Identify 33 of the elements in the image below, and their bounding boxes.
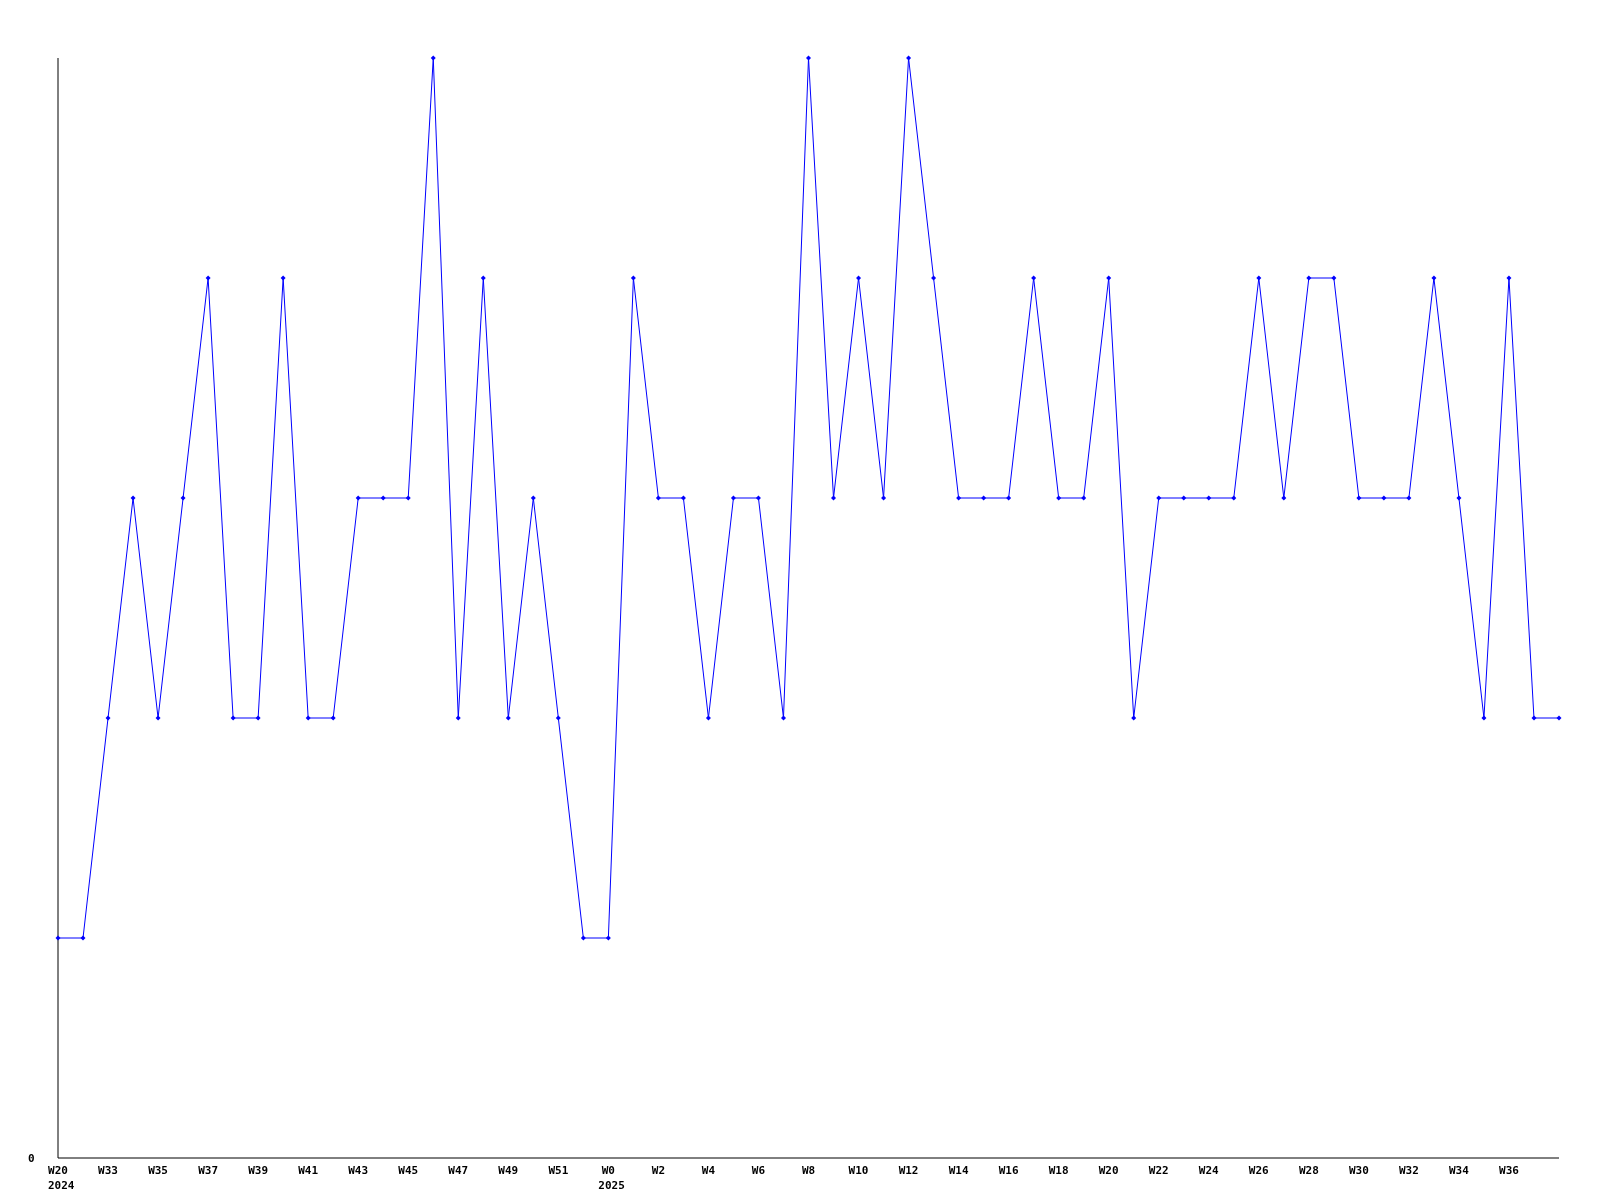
x-tick-label: W32 bbox=[1398, 1164, 1419, 1177]
x-tick-label: W39 bbox=[248, 1164, 269, 1177]
x-tick-label: W37 bbox=[198, 1164, 219, 1177]
x-tick-label: W10 bbox=[848, 1164, 869, 1177]
x-tick-label: W16 bbox=[998, 1164, 1019, 1177]
text: 2025 bbox=[598, 1179, 625, 1192]
x-tick-label: W45 bbox=[398, 1164, 419, 1177]
x-tick-label: W26 bbox=[1248, 1164, 1270, 1177]
x-tick-label: W49 bbox=[498, 1164, 519, 1177]
x-tick-label: W24 bbox=[1198, 1164, 1220, 1177]
x-tick-label: W8 bbox=[801, 1164, 816, 1177]
x-tick-label: W20 bbox=[48, 1164, 68, 1177]
x-tick-label: W28 bbox=[1298, 1164, 1319, 1177]
x-tick-label: W36 bbox=[1499, 1164, 1520, 1177]
x-tick-label: W20 bbox=[1098, 1164, 1119, 1177]
x-tick-label: W35 bbox=[148, 1164, 168, 1177]
x-tick-label: W2 bbox=[651, 1164, 666, 1177]
x-tick-label: W4 bbox=[701, 1164, 716, 1177]
x-tick-label: W22 bbox=[1148, 1164, 1169, 1177]
x-tick-label: W14 bbox=[948, 1164, 969, 1177]
text: 2024 bbox=[48, 1179, 75, 1192]
x-tick-label: W30 bbox=[1348, 1164, 1369, 1177]
x-tick-label: W0 bbox=[601, 1164, 615, 1177]
x-tick-label: W41 bbox=[298, 1164, 319, 1177]
x-tick-label: W43 bbox=[348, 1164, 369, 1177]
x-tick-label: W33 bbox=[98, 1164, 118, 1177]
x-tick-label: W6 bbox=[751, 1164, 766, 1177]
x-tick-label: W12 bbox=[898, 1164, 919, 1177]
text: 0 bbox=[28, 1152, 35, 1165]
x-tick-label: W34 bbox=[1449, 1164, 1470, 1177]
x-tick-label: W18 bbox=[1048, 1164, 1069, 1177]
x-tick-label: W51 bbox=[548, 1164, 569, 1177]
x-tick-label: W47 bbox=[448, 1164, 469, 1177]
